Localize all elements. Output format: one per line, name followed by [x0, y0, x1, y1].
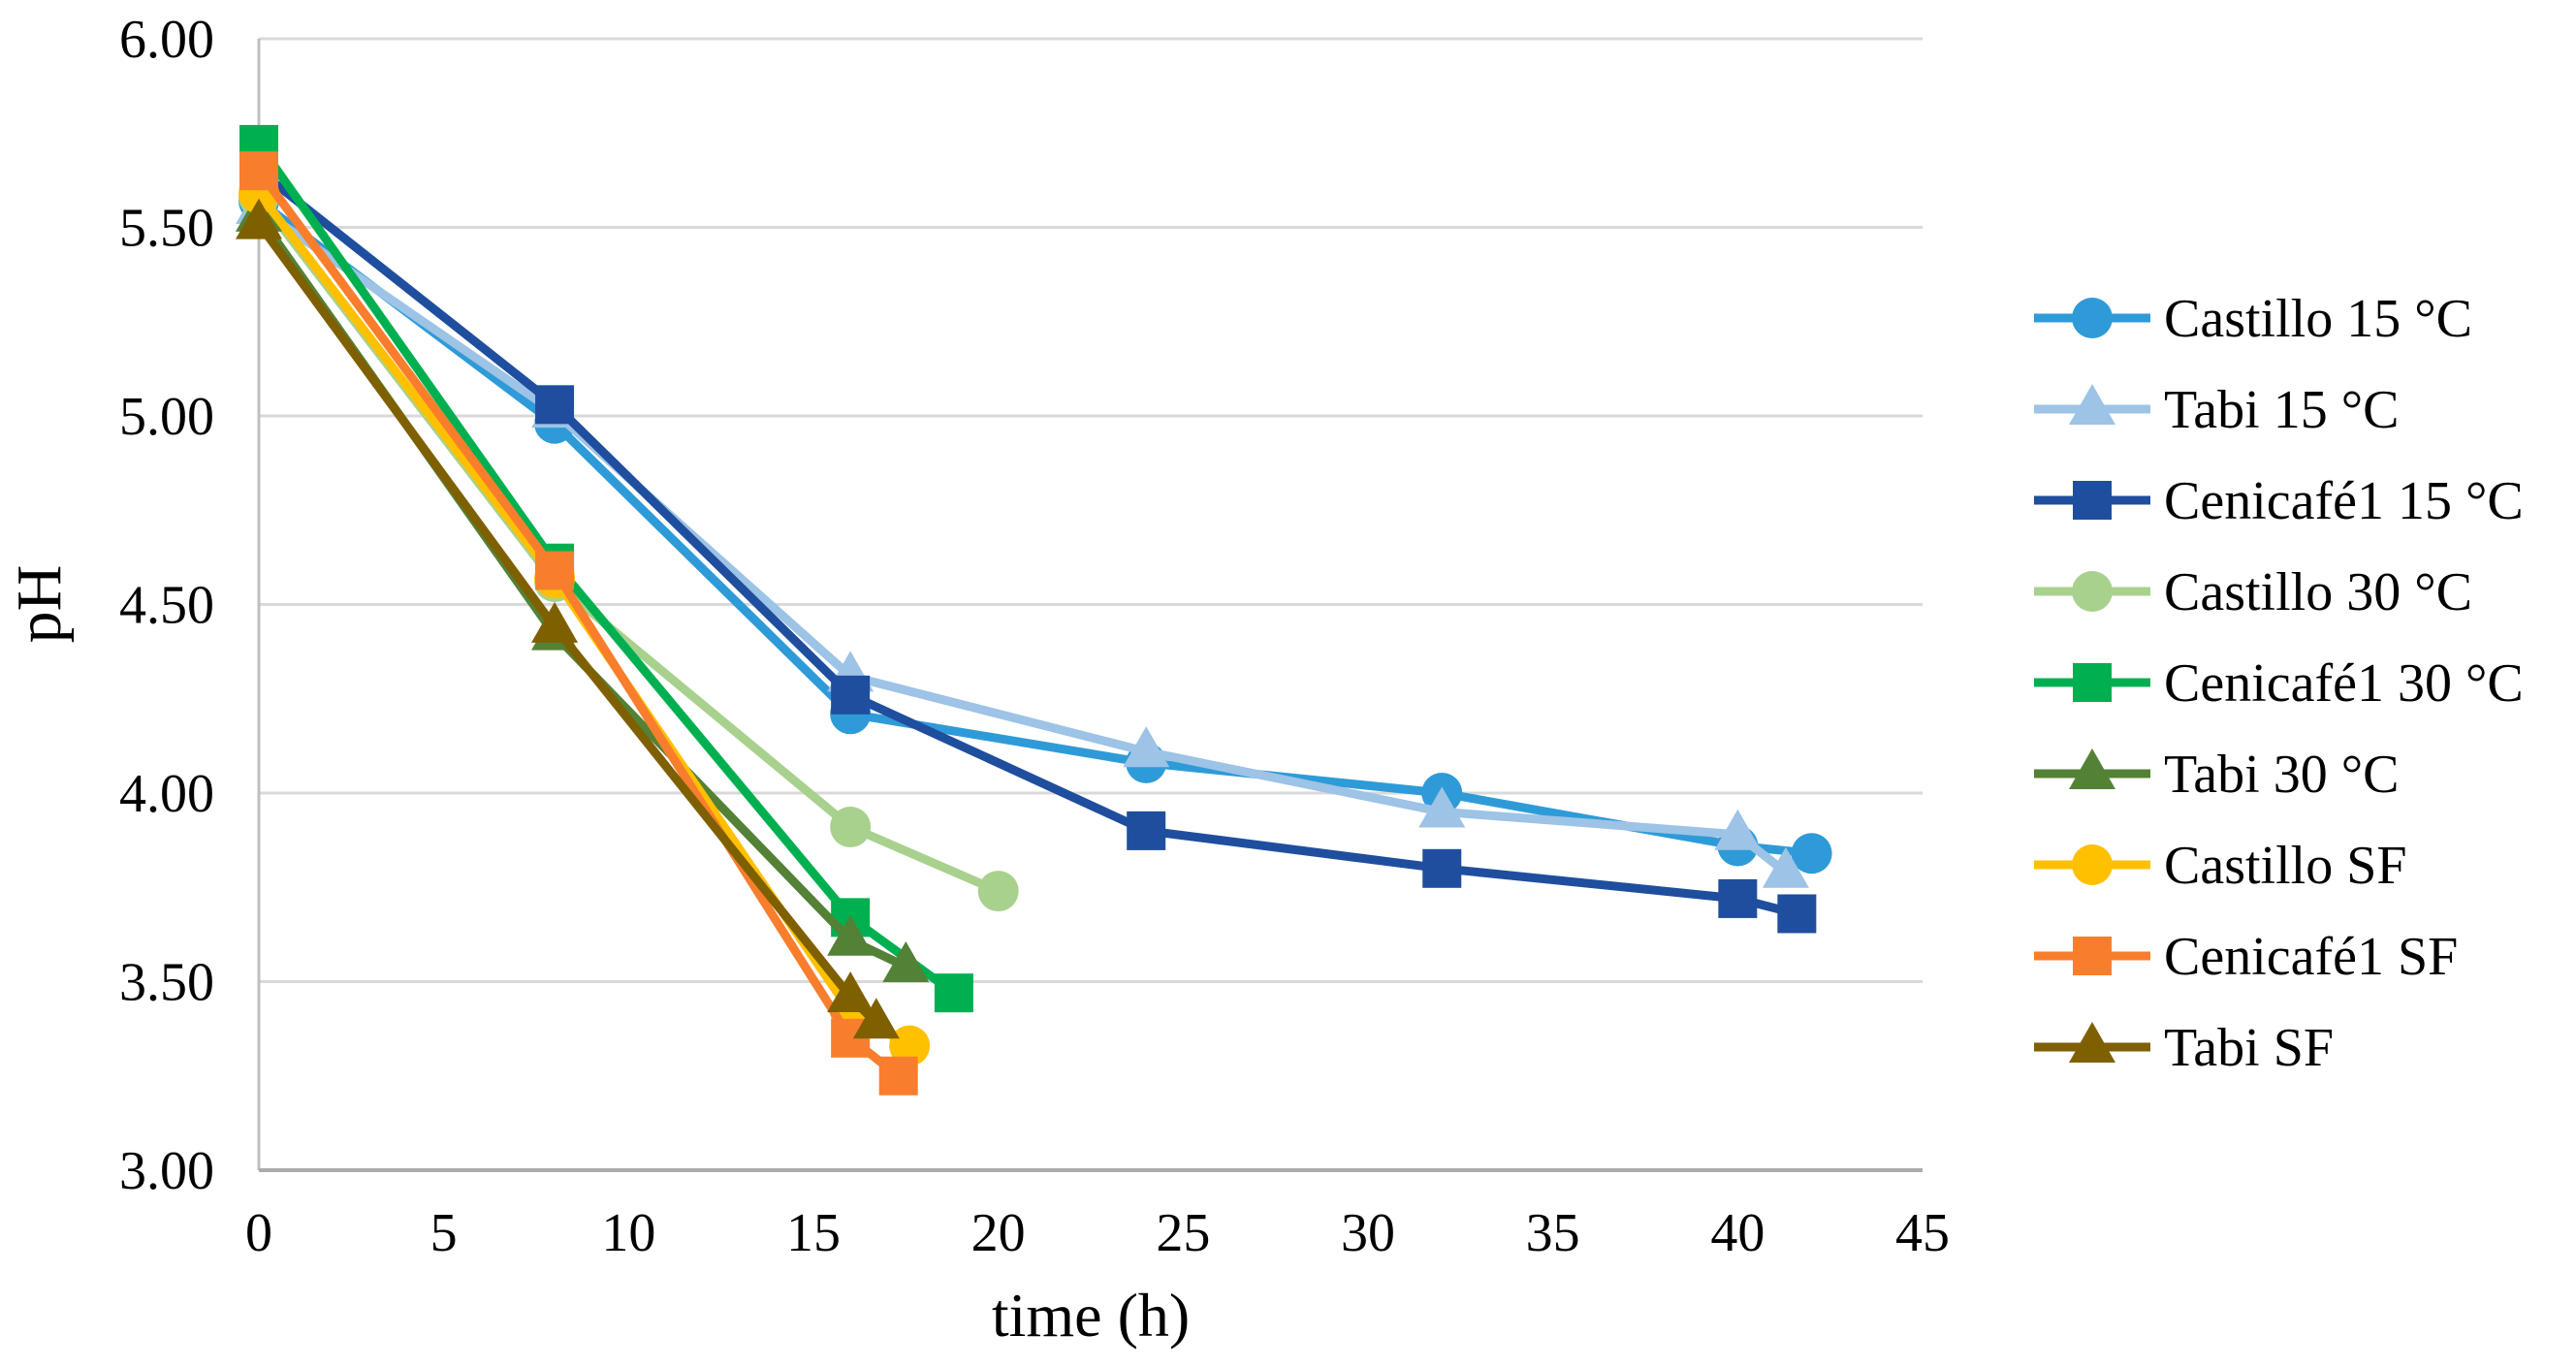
legend-label: Cenicafé1 30 °C — [2164, 653, 2524, 714]
series-line-tabi-sf — [254, 219, 881, 1028]
legend-marker-icon — [2072, 844, 2113, 885]
legend-item-castillo-sf: Castillo SF — [2034, 836, 2407, 896]
data-point-marker — [1718, 878, 1758, 918]
data-point-marker — [827, 971, 875, 1013]
data-point-marker — [831, 675, 871, 715]
x-tick-label: 0 — [245, 1203, 272, 1263]
legend-item-cenicaf-1-15-c: Cenicafé1 15 °C — [2034, 471, 2524, 531]
data-point-marker — [1123, 726, 1170, 768]
legend-item-tabi-15-c: Tabi 15 °C — [2034, 380, 2399, 440]
x-tick-label: 10 — [601, 1203, 655, 1263]
legend-marker-icon — [2072, 298, 2113, 338]
data-point-marker — [1762, 846, 1809, 888]
legend-item-castillo-30-c: Castillo 30 °C — [2034, 562, 2472, 622]
data-point-marker — [1777, 894, 1817, 934]
data-point-marker — [1418, 786, 1466, 828]
legend-label: Cenicafé1 15 °C — [2164, 471, 2524, 531]
data-point-marker — [531, 601, 579, 643]
series-line-castillo-15-c — [254, 196, 1817, 858]
legend-marker-icon — [2073, 937, 2112, 975]
data-point-marker — [1714, 809, 1762, 850]
legend-marker-icon — [2073, 663, 2112, 702]
x-tick-label: 35 — [1526, 1203, 1580, 1263]
series-tabi-30-c — [236, 190, 930, 982]
legend-marker-icon — [2072, 571, 2113, 612]
data-point-marker — [830, 807, 872, 848]
data-point-marker — [852, 998, 900, 1039]
legend-item-tabi-sf: Tabi SF — [2034, 1018, 2334, 1078]
series-cenicaf-1-sf — [239, 151, 918, 1096]
legend-label: Cenicafé1 SF — [2164, 927, 2458, 987]
x-axis-title: time (h) — [992, 1281, 1190, 1350]
y-tick-label: 6.00 — [119, 10, 214, 70]
y-tick-label: 4.50 — [119, 576, 214, 636]
data-point-marker — [1422, 848, 1462, 888]
legend-marker-icon — [2073, 481, 2112, 520]
x-tick-label: 30 — [1341, 1203, 1395, 1263]
legend-item-cenicaf-1-30-c: Cenicafé1 30 °C — [2034, 653, 2524, 714]
data-point-marker — [827, 914, 875, 956]
legend-marker-icon — [2069, 384, 2115, 425]
y-tick-label: 3.50 — [119, 953, 214, 1013]
y-axis-title: pH — [4, 565, 75, 644]
y-tick-label: 5.50 — [119, 199, 214, 259]
data-point-marker — [889, 1025, 931, 1066]
series-line-cenicaf-1-sf — [254, 166, 904, 1081]
series-tabi-15-c — [236, 183, 1809, 888]
data-point-marker — [535, 551, 575, 590]
data-point-marker — [1127, 811, 1166, 850]
y-tick-label: 5.00 — [119, 387, 214, 447]
x-tick-label: 15 — [786, 1203, 841, 1263]
data-point-marker — [1791, 833, 1832, 874]
data-point-marker — [239, 151, 278, 191]
data-point-marker — [934, 973, 973, 1013]
legend: Castillo 15 °C Tabi 15 °C Cenicafé1 15 °C C… — [2034, 289, 2524, 1078]
x-tick-label: 25 — [1156, 1203, 1210, 1263]
legend-item-castillo-15-c: Castillo 15 °C — [2034, 289, 2472, 349]
series-tabi-sf — [236, 198, 900, 1039]
legend-label: Castillo SF — [2164, 836, 2407, 896]
data-point-marker — [535, 385, 575, 425]
legend-label: Tabi 15 °C — [2164, 380, 2399, 440]
x-tick-label: 5 — [430, 1203, 458, 1263]
x-tick-label: 40 — [1710, 1203, 1765, 1263]
x-tick-label: 20 — [971, 1203, 1026, 1263]
legend-item-cenicaf-1-sf: Cenicafé1 SF — [2034, 927, 2458, 987]
legend-label: Tabi SF — [2164, 1018, 2334, 1078]
data-point-marker — [878, 1056, 918, 1096]
series-cenicaf-1-30-c — [239, 124, 973, 1013]
data-point-marker — [882, 940, 930, 982]
legend-marker-icon — [2069, 748, 2115, 789]
legend-label: Castillo 15 °C — [2164, 289, 2472, 349]
series-line-cenicaf-1-30-c — [254, 140, 959, 998]
legend-marker-icon — [2069, 1022, 2115, 1063]
y-tick-label: 3.00 — [119, 1141, 214, 1201]
legend-label: Castillo 30 °C — [2164, 562, 2472, 622]
series-layer — [236, 124, 1832, 1096]
legend-label: Tabi 30 °C — [2164, 745, 2399, 805]
data-point-marker — [977, 871, 1019, 912]
y-tick-label: 4.00 — [119, 764, 214, 824]
x-tick-label: 45 — [1895, 1203, 1950, 1263]
tick-labels-layer: 6.00 5.50 5.00 4.50 4.00 3.50 3.00 0 5 10 15 20 25 30… — [119, 10, 1950, 1263]
data-point-marker — [236, 198, 282, 239]
legend-item-tabi-30-c: Tabi 30 °C — [2034, 745, 2399, 805]
